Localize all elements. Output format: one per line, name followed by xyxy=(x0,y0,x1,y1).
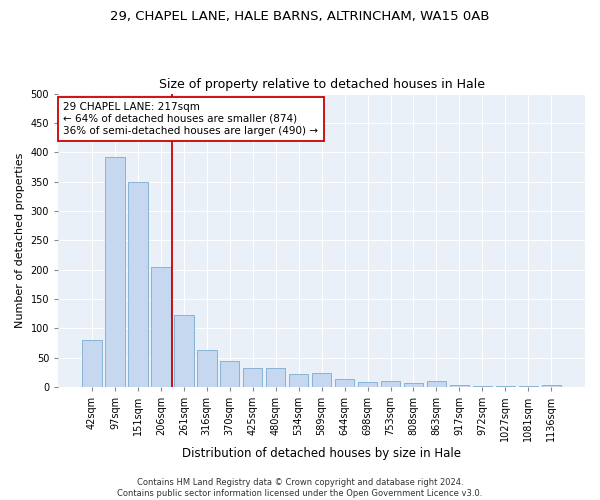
Text: Contains HM Land Registry data © Crown copyright and database right 2024.
Contai: Contains HM Land Registry data © Crown c… xyxy=(118,478,482,498)
Bar xyxy=(197,350,217,387)
Bar xyxy=(427,381,446,387)
Bar xyxy=(105,157,125,387)
X-axis label: Distribution of detached houses by size in Hale: Distribution of detached houses by size … xyxy=(182,447,461,460)
Bar xyxy=(151,266,170,387)
Bar xyxy=(128,182,148,387)
Bar xyxy=(243,368,262,387)
Bar xyxy=(473,386,492,387)
Bar xyxy=(518,386,538,387)
Bar xyxy=(381,381,400,387)
Bar xyxy=(542,384,561,387)
Title: Size of property relative to detached houses in Hale: Size of property relative to detached ho… xyxy=(158,78,485,91)
Bar xyxy=(496,386,515,387)
Bar xyxy=(220,360,239,387)
Bar xyxy=(449,385,469,387)
Bar xyxy=(358,382,377,387)
Y-axis label: Number of detached properties: Number of detached properties xyxy=(15,152,25,328)
Bar xyxy=(266,368,286,387)
Text: 29 CHAPEL LANE: 217sqm
← 64% of detached houses are smaller (874)
36% of semi-de: 29 CHAPEL LANE: 217sqm ← 64% of detached… xyxy=(64,102,319,136)
Bar xyxy=(404,384,423,387)
Bar xyxy=(312,373,331,387)
Bar xyxy=(335,378,355,387)
Bar xyxy=(289,374,308,387)
Bar xyxy=(174,316,194,387)
Bar xyxy=(82,340,101,387)
Text: 29, CHAPEL LANE, HALE BARNS, ALTRINCHAM, WA15 0AB: 29, CHAPEL LANE, HALE BARNS, ALTRINCHAM,… xyxy=(110,10,490,23)
